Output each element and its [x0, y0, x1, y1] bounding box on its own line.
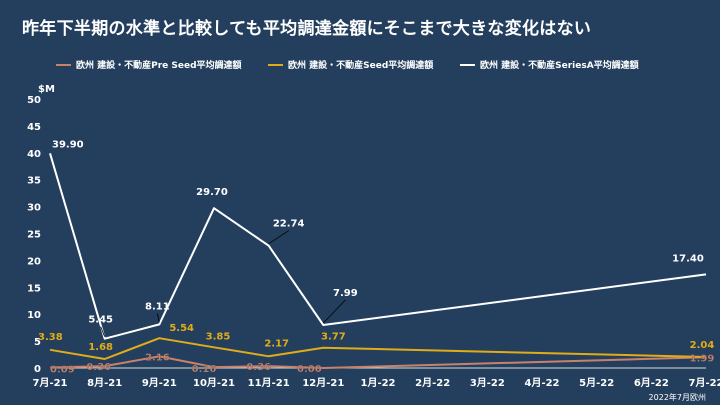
data-label: 22.74	[273, 219, 305, 230]
y-tick-label: 40	[27, 149, 41, 160]
chart-title: 昨年下半期の水準と比較しても平均調達金額にそこまで大きな変化はない	[22, 19, 592, 39]
data-label: 0.00	[297, 364, 322, 375]
x-tick-label: 6月-22	[634, 377, 669, 389]
y-tick-label: 35	[27, 176, 41, 187]
footnote: 2022年7月欧州	[649, 392, 706, 402]
data-label: 0.16	[192, 364, 217, 375]
y-axis-unit: $M	[38, 84, 55, 95]
label-leader-line	[100, 326, 106, 337]
x-tick-label: 7月-22	[688, 377, 720, 389]
data-label: 7.99	[333, 288, 358, 299]
x-tick-label: 3月-22	[470, 377, 505, 389]
series-line	[49, 337, 707, 360]
data-label: 39.90	[52, 139, 84, 150]
data-label: 1.99	[690, 353, 715, 364]
data-label: 2.17	[264, 338, 289, 349]
y-tick-label: 5	[34, 337, 41, 348]
data-label: 8.11	[145, 301, 170, 312]
data-label: 0.09	[50, 365, 75, 376]
x-tick-label: 4月-22	[524, 377, 559, 389]
y-tick-label: 25	[27, 230, 41, 241]
x-tick-label: 7月-21	[32, 377, 67, 389]
legend: 欧州 建設・不動産Pre Seed平均調達額 欧州 建設・不動産Seed平均調達額…	[56, 59, 639, 71]
data-label: 2.16	[145, 352, 170, 363]
data-label: 2.04	[690, 340, 715, 351]
x-tick-label: 2月-22	[415, 377, 450, 389]
x-tick-label: 11月-21	[248, 377, 290, 389]
legend-entry: 欧州 建設・不動産SeriesA平均調達額	[480, 59, 639, 71]
y-tick-label: 0	[34, 364, 41, 375]
data-label: 3.85	[206, 331, 231, 342]
data-labels: 0.09 0.36 2.16 0.16 0.36 0.00 1.99 3.38 1.68 5.54…	[38, 139, 714, 375]
data-label: 5.54	[169, 323, 194, 334]
y-tick-label: 20	[27, 256, 41, 267]
y-tick-label: 50	[27, 95, 41, 106]
series-line	[49, 153, 707, 340]
data-label: 5.45	[88, 315, 113, 326]
series-line	[49, 355, 707, 369]
data-label: 1.68	[88, 342, 113, 353]
data-label: 29.70	[196, 187, 228, 198]
x-tick-label: 9月-21	[142, 377, 177, 389]
y-tick-label: 45	[27, 122, 41, 133]
series-lines	[49, 153, 707, 369]
x-tick-label: 10月-21	[193, 377, 235, 389]
legend-entry: 欧州 建設・不動産Pre Seed平均調達額	[76, 59, 242, 71]
data-label: 0.36	[246, 362, 271, 373]
y-tick-label: 10	[27, 310, 41, 321]
data-label: 3.77	[321, 332, 346, 343]
label-leader-line	[323, 299, 346, 324]
data-label: 0.36	[86, 362, 111, 373]
x-tick-label: 1月-22	[360, 377, 395, 389]
x-tick-label: 12月-21	[302, 377, 344, 389]
x-tick-label: 8月-21	[87, 377, 122, 389]
y-tick-label: 30	[27, 203, 41, 214]
data-label: 17.40	[672, 253, 704, 264]
y-axis-ticks: 0 5 10 15 20 25 30 35 40 45 50	[27, 95, 41, 375]
label-leader-line	[268, 230, 289, 244]
label-leader-line	[156, 313, 160, 323]
data-label: 3.38	[38, 332, 63, 343]
x-axis-ticks: 7月-21 8月-21 9月-21 10月-21 11月-21 12月-21 1月-22 2月…	[32, 377, 720, 389]
y-tick-label: 15	[27, 283, 41, 294]
legend-entry: 欧州 建設・不動産Seed平均調達額	[288, 59, 433, 71]
x-tick-label: 5月-22	[579, 377, 614, 389]
